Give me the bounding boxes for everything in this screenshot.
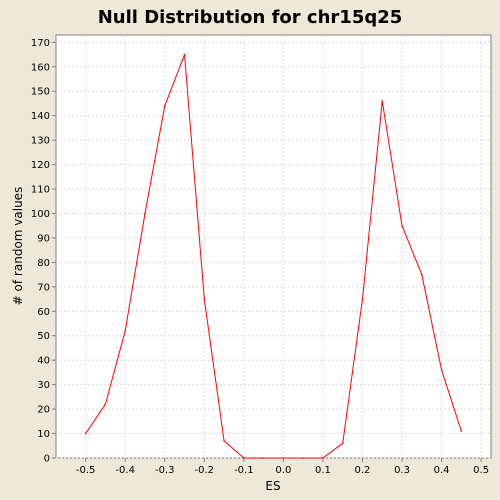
gridlines	[56, 35, 491, 459]
y-tick-label: 40	[37, 356, 50, 367]
data-point	[302, 457, 304, 459]
data-point	[460, 430, 463, 432]
y-tick-label: 120	[31, 160, 50, 171]
y-tick-label: 130	[31, 136, 50, 147]
series-layer	[84, 53, 463, 459]
y-tick-label: 20	[37, 405, 50, 416]
data-point	[223, 440, 225, 442]
x-tick-label: 0.0	[275, 465, 291, 476]
y-tick-label: 70	[37, 282, 50, 293]
x-tick-label: -0.4	[115, 465, 135, 476]
x-tick-label: 0.4	[434, 465, 450, 476]
data-point	[104, 403, 107, 406]
x-tick-label: -0.1	[234, 465, 254, 476]
x-tick-label: 0.3	[394, 465, 410, 476]
y-tick-label: 30	[37, 380, 50, 391]
y-tick-label: 150	[31, 87, 50, 98]
data-point	[243, 457, 245, 459]
y-tick-label: 10	[37, 429, 50, 440]
data-point	[124, 330, 127, 332]
axes: 0 10 20 30 40 50 60 70 80 90 100 110 120 130 140 150 160…	[31, 38, 489, 476]
y-tick-label: 160	[31, 62, 50, 73]
data-point	[322, 457, 324, 459]
y-tick-label: 50	[37, 331, 50, 342]
y-axis-label: # of random values	[11, 187, 25, 306]
chart-title: Null Distribution for chr15q25	[98, 7, 403, 28]
x-tick-label: 0.5	[473, 465, 489, 476]
x-tick-label: -0.5	[76, 465, 96, 476]
data-point	[401, 224, 403, 227]
data-point	[262, 457, 265, 459]
y-tick-label: 100	[31, 209, 50, 220]
data-point	[84, 432, 87, 435]
data-point	[282, 457, 285, 459]
data-point	[361, 298, 364, 300]
y-tick-label: 60	[37, 307, 50, 318]
y-tick-label: 170	[31, 38, 50, 49]
data-point	[341, 442, 344, 445]
data-point	[163, 105, 166, 107]
data-point	[203, 298, 206, 300]
y-tick-label: 90	[37, 233, 50, 244]
x-axis-label: ES	[265, 479, 280, 493]
x-tick-label: -0.2	[195, 465, 215, 476]
x-tick-label: -0.3	[155, 465, 175, 476]
y-tick-label: 110	[31, 185, 50, 196]
data-point	[420, 273, 423, 276]
y-tick-label: 140	[31, 111, 50, 122]
data-point	[183, 53, 186, 56]
y-tick-label: 0	[44, 454, 50, 465]
series-line	[85, 54, 462, 459]
data-point	[440, 369, 443, 371]
data-point	[144, 212, 146, 215]
y-tick-label: 80	[37, 258, 50, 269]
x-tick-label: 0.2	[355, 465, 371, 476]
data-point	[381, 100, 384, 102]
plot-area	[55, 34, 492, 459]
x-tick-label: 0.1	[315, 465, 331, 476]
